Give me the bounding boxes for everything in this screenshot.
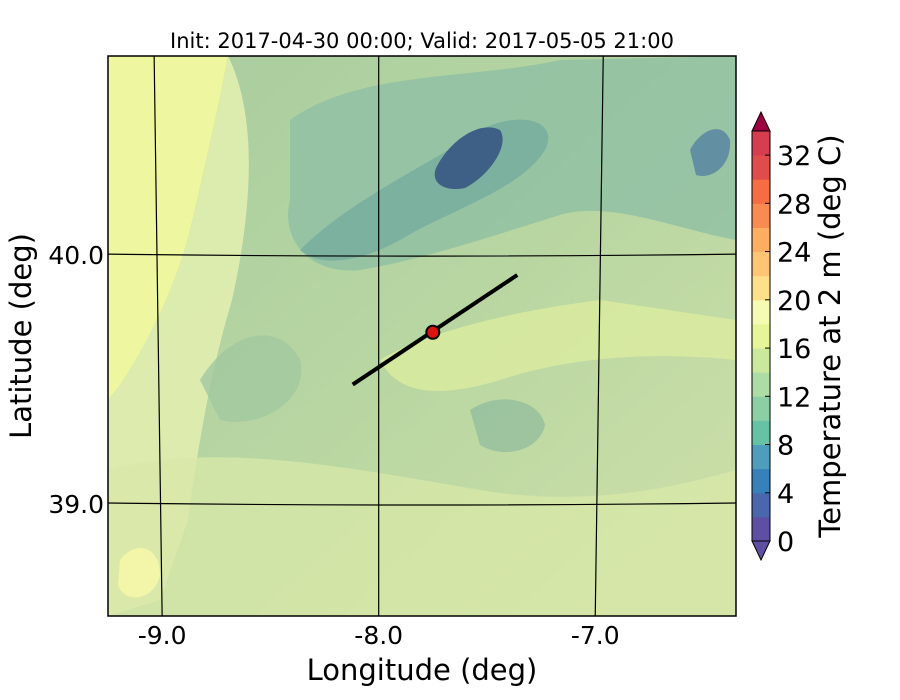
map-frame [107, 55, 737, 617]
colorbar-segment [752, 444, 770, 470]
sea-area [108, 56, 228, 400]
colorbar-segment [752, 155, 770, 180]
colorbar-segment [752, 323, 770, 349]
colorbar-tick-label: 4 [777, 479, 794, 510]
colorbar-segment [752, 227, 770, 253]
x-axis-label: Longitude (deg) [307, 653, 538, 687]
colorbar-tick-label: 0 [777, 527, 794, 558]
colorbar-segment [752, 468, 770, 494]
southwest-warm-spot [118, 548, 160, 598]
meridian-line [594, 56, 604, 616]
southern-warm-zone [108, 457, 736, 616]
colorbar-segment [752, 179, 770, 204]
y-axis-ticks: 40.0 39.0 [48, 241, 104, 519]
transect-overlay [351, 273, 519, 387]
colorbar-tick-label: 16 [777, 334, 811, 365]
parallel-line [108, 502, 736, 506]
x-tick-label: -8.0 [354, 621, 403, 650]
colorbar-segment [752, 203, 770, 228]
colorbar-tick-label: 8 [777, 431, 794, 462]
colorbar-tick-label: 12 [777, 382, 811, 413]
southeast-cool-patch [470, 399, 545, 453]
colorbar-extend-max [751, 110, 771, 132]
meridian-line [153, 56, 163, 616]
x-tick-label: -9.0 [138, 621, 187, 650]
colorbar-segment [752, 492, 770, 518]
x-axis-ticks: -9.0 -8.0 -7.0 [138, 621, 620, 650]
x-tick-label: -7.0 [571, 621, 620, 650]
colorbar-segment [752, 516, 770, 542]
colorbar-segment [752, 348, 770, 373]
colorbar-tick-label: 28 [777, 189, 811, 220]
colorbar-segment [752, 396, 770, 421]
colorbar-segment [752, 420, 770, 446]
chart-title: Init: 2017-04-30 00:00; Valid: 2017-05-0… [170, 29, 674, 53]
colorbar-label: Temperature at 2 m (deg C) [813, 134, 847, 538]
lat-lon-gridlines [108, 56, 736, 616]
colorbar-segment [752, 131, 770, 156]
colorbar-segment [752, 251, 770, 277]
colorbar-tick-label: 32 [777, 141, 811, 172]
parallel-line [108, 253, 736, 257]
y-axis-label: Latitude (deg) [4, 233, 38, 439]
colorbar-extend-min [751, 540, 771, 562]
colorbar-segment [752, 372, 770, 397]
colorbar-tick-label: 20 [777, 286, 811, 317]
cold-peak-region [434, 127, 503, 190]
colorbar-tick-label: 24 [777, 238, 811, 269]
colorbar-segment [752, 299, 770, 325]
central-cool-patch [200, 335, 302, 422]
location-marker [425, 324, 441, 340]
temperature-field-map [108, 56, 736, 616]
colorbar-segment [752, 275, 770, 301]
y-tick-label: 40.0 [48, 241, 104, 270]
y-tick-label: 39.0 [48, 490, 104, 519]
valley-warm-band [380, 300, 736, 392]
northeast-cold-spot [690, 129, 731, 176]
colorbar-frame [751, 130, 771, 542]
colorbar: 0 4 8 12 16 20 24 28 32 [751, 110, 811, 562]
